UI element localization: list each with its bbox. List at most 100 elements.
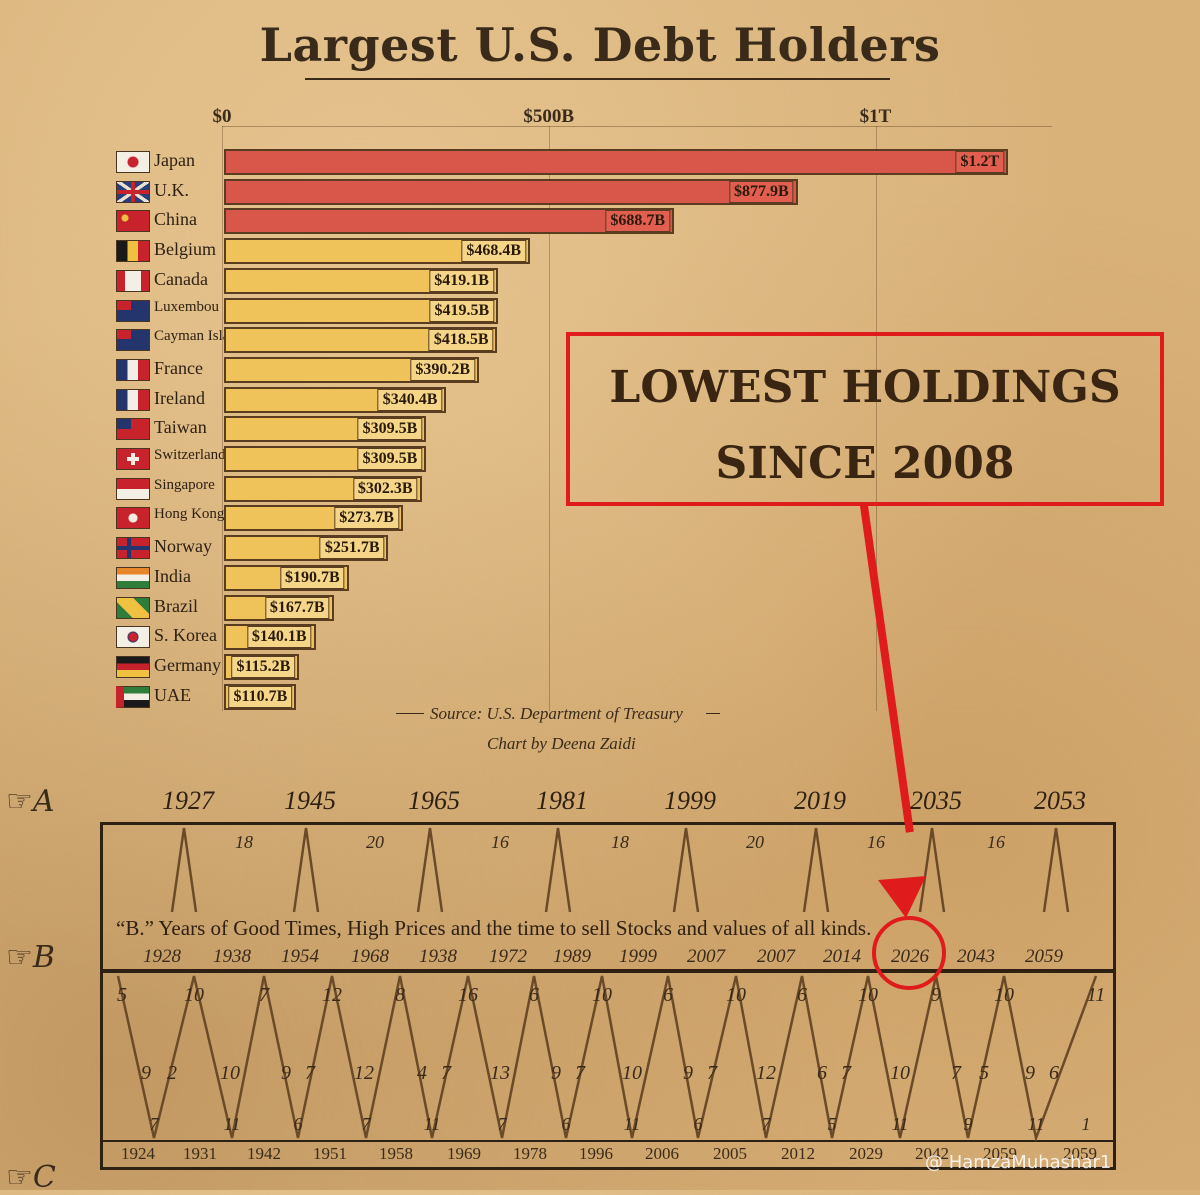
flag-icon — [116, 210, 150, 233]
c-bottom-number: 11 — [223, 1114, 241, 1134]
gridline — [222, 126, 223, 711]
flag-icon — [116, 240, 150, 263]
country-label: Norway — [154, 536, 212, 557]
c-mid-number: 2 — [167, 1062, 177, 1084]
country-label: Cayman Islan — [154, 328, 224, 345]
country-label: China — [154, 209, 197, 230]
c-mid-number: 9 — [1025, 1062, 1035, 1084]
c-top-number: 10 — [858, 984, 878, 1006]
callout-line-2: SINCE 2008 — [715, 438, 1015, 489]
bar-value-label: $140.1B — [246, 626, 312, 649]
c-bottom-number: 6 — [293, 1114, 303, 1134]
flag-icon — [116, 151, 150, 173]
bar-value-label: $877.9B — [729, 180, 794, 203]
source-rule-right — [706, 713, 720, 714]
c-year-label: 1951 — [313, 1144, 347, 1163]
bar-value-label: $419.1B — [429, 269, 494, 292]
c-top-number: 7 — [259, 984, 269, 1006]
bar-value-label: $309.5B — [357, 448, 423, 470]
c-mid-number: 10 — [220, 1062, 240, 1084]
c-bottom-number: 6 — [561, 1114, 571, 1134]
x-tick-label: $500B — [523, 106, 575, 127]
title-underline — [305, 78, 890, 80]
c-mid-number: 10 — [622, 1062, 642, 1084]
bar-value-label: $273.7B — [334, 507, 399, 530]
country-label: Japan — [154, 150, 195, 170]
a-interval-number: 18 — [611, 832, 629, 852]
c-bottom-number: 5 — [827, 1114, 837, 1134]
c-bottom-number: 7 — [761, 1114, 771, 1134]
c-year-label: 2005 — [713, 1144, 747, 1163]
callout-line-1: LOWEST HOLDINGS — [609, 362, 1121, 413]
c-mid-number: 13 — [490, 1062, 510, 1084]
benner-panel-c-box — [100, 970, 1116, 1170]
flag-icon — [116, 448, 150, 470]
country-label: Belgium — [154, 239, 216, 260]
a-interval-number: 20 — [746, 832, 764, 852]
bar-value-label: $419.5B — [429, 299, 495, 322]
credit-text: Chart by Deena Zaidi — [487, 734, 636, 753]
b-year-label: 2014 — [823, 946, 861, 967]
c-year-label: 2042 — [915, 1144, 949, 1163]
c-year-label: 1969 — [447, 1144, 481, 1163]
country-label: Luxembou — [154, 298, 219, 315]
c-year-label: 2059 — [983, 1144, 1017, 1163]
b-year-label: 1972 — [489, 946, 527, 967]
b-year-label: 1968 — [351, 946, 389, 967]
a-year-label: 2035 — [910, 786, 962, 815]
flag-icon — [116, 180, 150, 203]
country-label: Singapore — [154, 476, 215, 493]
a-interval-number: 20 — [366, 832, 384, 852]
c-top-number: 6 — [529, 984, 539, 1006]
c-top-number: 10 — [994, 984, 1014, 1006]
c-mid-number: 5 — [979, 1062, 989, 1084]
bar-value-label: $340.4B — [377, 388, 443, 411]
c-mid-number: 12 — [354, 1062, 374, 1084]
flag-icon — [116, 537, 150, 560]
c-mid-number: 9 — [141, 1062, 151, 1084]
bar-value-label: $418.5B — [428, 329, 494, 352]
c-mid-number: 9 — [281, 1062, 291, 1084]
b-year-label: 2007 — [687, 946, 725, 967]
a-year-label: 1945 — [284, 786, 336, 815]
panel-c-baseline — [100, 1140, 1116, 1142]
bar-value-label: $390.2B — [410, 358, 475, 381]
country-label: Hong Kong — [154, 506, 224, 523]
c-bottom-number: 11 — [423, 1114, 441, 1134]
country-label: U.K. — [154, 179, 189, 200]
b-year-label: 2043 — [957, 946, 995, 967]
c-bottom-number: 6 — [693, 1114, 703, 1134]
flag-icon — [116, 388, 150, 411]
c-mid-number: 7 — [305, 1062, 315, 1084]
axis-top-line — [222, 126, 1052, 127]
c-mid-number: 7 — [841, 1062, 851, 1084]
c-top-number: 10 — [184, 984, 204, 1006]
country-label: Germany — [154, 654, 221, 675]
c-mid-number: 7 — [575, 1062, 585, 1084]
x-tick-label: $0 — [212, 106, 232, 127]
a-interval-number: 18 — [235, 832, 253, 852]
flag-icon — [116, 596, 150, 619]
c-top-number: 12 — [322, 984, 342, 1006]
a-year-label: 1965 — [408, 786, 460, 815]
flag-icon — [116, 685, 150, 708]
bar-value-label: $1.2T — [955, 151, 1005, 173]
flag-icon — [116, 507, 150, 530]
bar-value-label: $167.7B — [264, 596, 330, 619]
source-text: Source: U.S. Department of Treasury — [430, 704, 683, 723]
flag-icon — [116, 566, 150, 589]
a-year-label: 2053 — [1034, 786, 1086, 815]
c-top-number: 10 — [726, 984, 746, 1006]
flag-icon — [116, 626, 150, 649]
c-mid-number: 4 — [417, 1062, 427, 1084]
c-year-label: 2029 — [849, 1144, 883, 1163]
c-bottom-number: 7 — [497, 1114, 507, 1134]
pointing-hand-b-icon: ☞B — [6, 940, 55, 975]
b-year-label: 1928 — [143, 946, 181, 967]
b-year-label: 1954 — [281, 946, 319, 967]
c-bottom-number: 9 — [963, 1114, 973, 1134]
c-top-number: 8 — [395, 984, 405, 1006]
bar-value-label: $468.4B — [461, 240, 527, 263]
flag-icon — [116, 299, 150, 322]
b-year-label: 1999 — [619, 946, 657, 967]
